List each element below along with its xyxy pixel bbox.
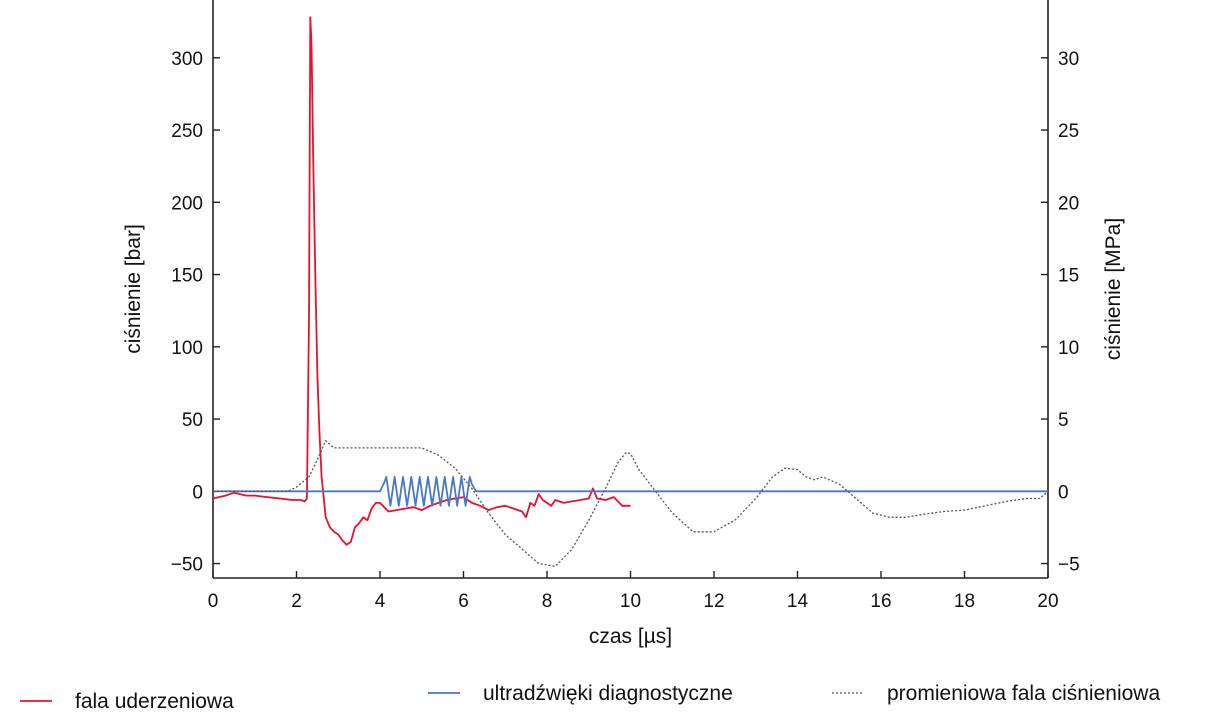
plot-area (212, 16, 1049, 568)
legend-label-1: fala uderzeniowa (75, 690, 234, 713)
x-tick-label: 20 (1037, 591, 1058, 612)
legend-label-2: ultradźwięki diagnostyczne (483, 682, 733, 705)
y-right-tick-label: 0 (1058, 482, 1069, 503)
y-left-tick-label: 100 (171, 338, 203, 359)
x-tick-label: 6 (458, 591, 469, 612)
x-tick-label: 2 (291, 591, 302, 612)
x-tick-label: 8 (542, 591, 553, 612)
legend-label-3: promieniowa fala ciśnieniowa (887, 682, 1160, 705)
y-left-tick-label: 0 (192, 482, 203, 503)
x-tick-label: 0 (208, 591, 219, 612)
y-axis-left-label: ciśnienie [bar] (122, 224, 145, 354)
legend: fala uderzeniowa ultradźwięki diagnostycz… (20, 682, 1160, 713)
y-right-tick-label: −5 (1058, 555, 1080, 576)
y-right-tick-label: 20 (1058, 193, 1079, 214)
y-left-tick-label: 300 (171, 49, 203, 70)
x-tick-label: 10 (620, 591, 641, 612)
y-left-tick-label: −50 (171, 555, 203, 576)
y-left-tick-label: 200 (171, 193, 203, 214)
x-tick-label: 14 (787, 591, 809, 612)
x-tick-label: 4 (375, 591, 386, 612)
y-right-tick-label: 5 (1058, 410, 1069, 431)
y-left-tick-label: 150 (171, 266, 203, 287)
series-line-3 (213, 440, 1049, 568)
x-tick-label: 12 (703, 591, 724, 612)
series-line-2 (213, 475, 1048, 507)
y-left-tick-label: 50 (182, 410, 203, 431)
x-axis-label: czas [µs] (589, 625, 672, 648)
y-right-tick-label: 10 (1058, 338, 1079, 359)
series-line-1 (212, 16, 631, 546)
y-left-tick-label: 250 (171, 121, 203, 142)
y-right-tick-label: 25 (1058, 121, 1079, 142)
ticks: 0 2 4 6 8 10 12 14 16 18 20−50050100150200250300−5… (171, 49, 1080, 612)
y-axis-right-label: ciśnienie [MPa] (1102, 218, 1125, 360)
x-tick-label: 16 (870, 591, 891, 612)
y-right-tick-label: 15 (1058, 266, 1079, 287)
x-tick-label: 18 (954, 591, 975, 612)
y-right-tick-label: 30 (1058, 49, 1079, 70)
